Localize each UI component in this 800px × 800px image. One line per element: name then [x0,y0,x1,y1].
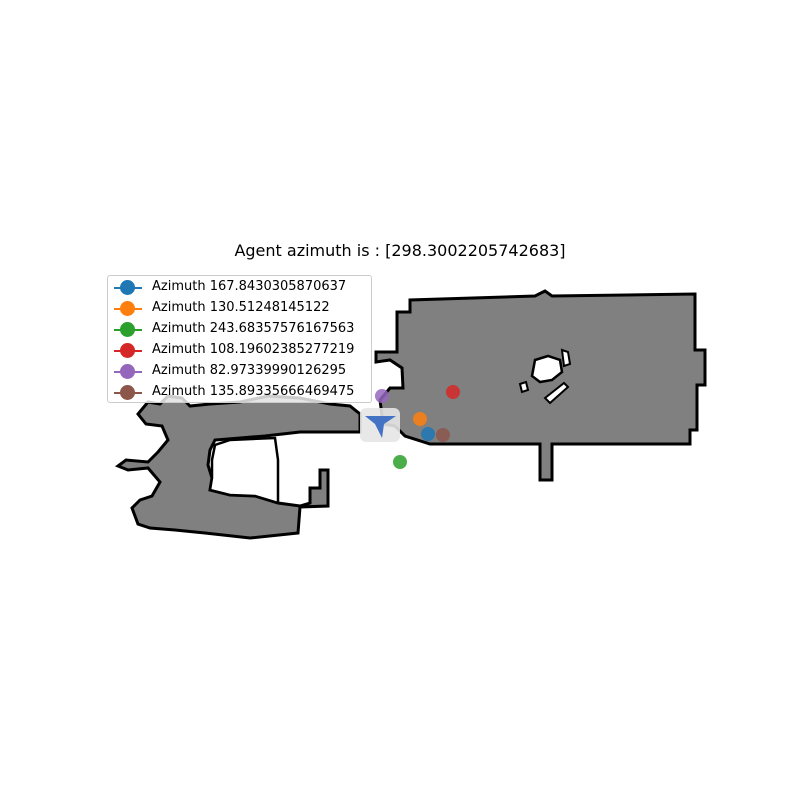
legend-label: Azimuth 243.68357576167563 [152,321,355,336]
legend-label: Azimuth 130.51248145122 [152,300,330,315]
legend-item: Azimuth 108.19602385277219 [108,341,373,361]
azimuth-point [413,412,427,426]
agent-marker [360,408,400,442]
map-region-right [374,289,707,482]
legend-marker-icon [120,301,135,316]
azimuth-points [375,385,460,469]
map-title: Agent azimuth is : [298.3002205742683] [234,241,566,260]
legend-marker-icon [120,322,135,337]
legend-item: Azimuth 135.89335666469475 [108,383,373,403]
azimuth-point [436,428,450,442]
azimuth-point [375,389,389,403]
azimuth-point [393,455,407,469]
legend-item: Azimuth 130.51248145122 [108,299,373,319]
azimuth-point [446,385,460,399]
legend-marker-icon [120,385,135,400]
legend-label: Azimuth 108.19602385277219 [152,342,355,357]
map-hole-1 [530,354,564,384]
azimuth-point [421,427,435,441]
map-hole-5 [208,436,280,505]
map-hole-4 [518,380,530,394]
legend-marker-icon [120,280,135,295]
legend-item: Azimuth 82.97339990126295 [108,362,373,382]
map-hole-2 [560,348,572,368]
map-hole-3 [543,381,570,405]
legend-marker-icon [120,343,135,358]
legend-item: Azimuth 243.68357576167563 [108,320,373,340]
legend-item: Azimuth 167.8430305870637 [108,278,373,298]
legend-marker-icon [120,364,135,379]
legend: Azimuth 167.8430305870637 Azimuth 130.51… [107,275,372,403]
agent-arrow-icon [365,416,396,438]
legend-label: Azimuth 167.8430305870637 [152,279,347,294]
legend-label: Azimuth 135.89335666469475 [152,384,355,399]
legend-label: Azimuth 82.97339990126295 [152,363,347,378]
